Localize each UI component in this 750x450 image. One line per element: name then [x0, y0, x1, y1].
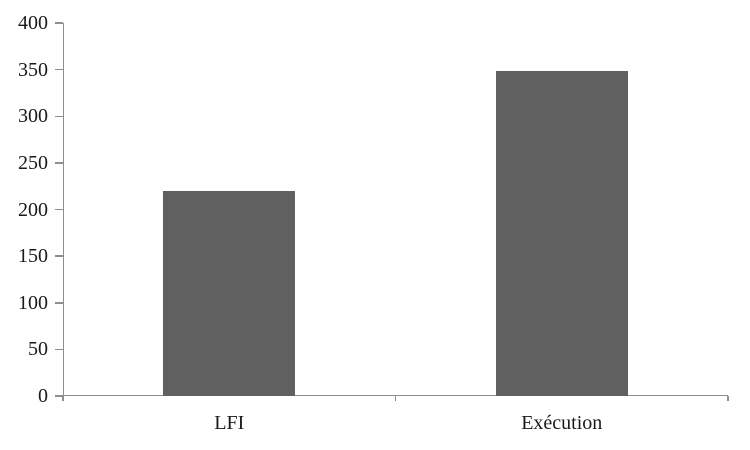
x-axis-category-label: Exécution [521, 412, 603, 434]
y-axis-tick [55, 208, 63, 211]
y-axis-tick [55, 302, 63, 304]
bar-lfi [163, 190, 296, 396]
y-axis-tick-label: 0 [38, 385, 48, 407]
y-axis-tick [55, 255, 63, 257]
y-axis-tick-label: 350 [18, 58, 48, 81]
y-axis-tick [55, 115, 63, 117]
y-axis-tick [55, 22, 63, 24]
x-axis-tick [62, 396, 64, 401]
y-axis-tick-label: 250 [18, 151, 48, 174]
y-axis-tick-label: 50 [28, 338, 48, 361]
y-axis-tick-label: 300 [18, 105, 48, 128]
x-axis-tick [727, 396, 729, 401]
y-axis-tick [55, 348, 63, 351]
y-axis-tick-label: 400 [18, 12, 48, 34]
y-axis-tick [55, 395, 63, 397]
y-axis-tick-label: 100 [18, 291, 48, 314]
y-axis-tick-label: 150 [18, 245, 48, 268]
bar-exécution [495, 71, 628, 396]
plot-area [63, 23, 728, 396]
x-axis-category-label: LFI [214, 412, 245, 434]
y-axis-tick-label: 200 [18, 198, 48, 221]
y-axis-tick [55, 162, 63, 164]
y-axis-tick [55, 68, 63, 71]
x-axis-tick [394, 396, 397, 401]
